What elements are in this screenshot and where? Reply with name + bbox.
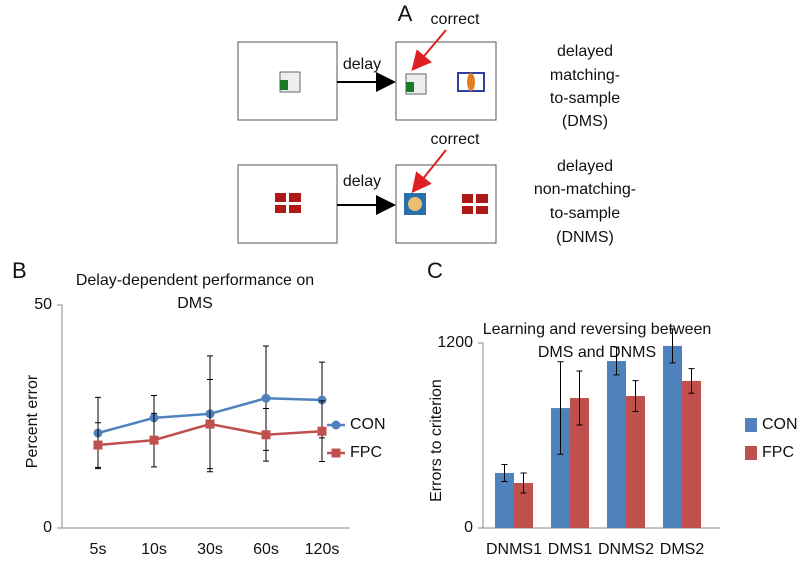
arrow-label: delay	[343, 56, 381, 73]
description: to-sample	[550, 90, 620, 107]
x-tick-label: 120s	[305, 541, 340, 558]
panel-label: C	[427, 258, 443, 283]
point	[205, 419, 215, 429]
y-axis-label: Errors to criterion	[428, 379, 445, 502]
y-tick-label: 1200	[437, 334, 473, 351]
legend-label: FPC	[350, 444, 382, 461]
x-tick-label: DNMS2	[598, 541, 654, 558]
x-tick-label: 5s	[90, 541, 107, 558]
bar	[495, 472, 514, 528]
panel-label: B	[12, 258, 27, 283]
description: delayed	[557, 43, 613, 60]
legend-marker	[331, 448, 341, 458]
error-bar	[632, 380, 639, 412]
arrow-label: delay	[343, 173, 381, 190]
bar	[663, 345, 682, 528]
bar	[626, 396, 645, 528]
description: matching-	[550, 67, 620, 84]
point	[261, 430, 271, 440]
description: delayed	[557, 158, 613, 175]
legend-label: CON	[762, 416, 798, 433]
error-bar	[557, 361, 564, 455]
bar	[682, 380, 701, 528]
point	[317, 395, 327, 405]
error-bar	[688, 368, 695, 394]
pointer-label: correct	[431, 131, 480, 148]
y-axis-label: Percent error	[24, 374, 41, 468]
error-bar	[501, 463, 508, 482]
legend-swatch	[745, 446, 757, 460]
x-tick-label: DMS2	[660, 541, 705, 558]
point	[261, 393, 271, 403]
pointer-label: correct	[431, 11, 480, 28]
description: (DMS)	[562, 113, 608, 130]
diagram-row: delay correct delayed non-matching- to-s…	[237, 131, 636, 246]
x-tick-label: 10s	[141, 541, 167, 558]
description: to-sample	[550, 205, 620, 222]
legend-marker	[331, 420, 341, 430]
chart-title: Learning and reversing between DMS and DN…	[483, 321, 712, 361]
description: non-matching-	[534, 181, 636, 198]
diagram-row: delay correct delayed matching- to-sampl…	[237, 11, 620, 130]
bar	[607, 361, 626, 528]
x-tick-label: 30s	[197, 541, 223, 558]
error-bar	[613, 346, 620, 376]
legend-swatch	[745, 418, 757, 432]
description: (DNMS)	[556, 229, 614, 246]
y-tick-label: 0	[464, 519, 473, 536]
y-tick-label: 0	[43, 519, 52, 536]
error-bar	[576, 370, 583, 426]
error-bar	[669, 328, 676, 364]
bar	[570, 398, 589, 528]
x-tick-label: DNMS1	[486, 541, 542, 558]
point	[93, 440, 103, 450]
bar	[551, 408, 570, 528]
legend-label: CON	[350, 416, 386, 433]
x-tick-label: DMS1	[548, 541, 593, 558]
bar	[514, 482, 533, 528]
chart-title: Delay-dependent performance on DMS	[76, 272, 314, 312]
point	[317, 426, 327, 436]
legend-label: FPC	[762, 444, 794, 461]
point	[149, 435, 159, 445]
y-tick-label: 50	[34, 296, 52, 313]
error-bar	[520, 472, 527, 494]
x-tick-label: 60s	[253, 541, 279, 558]
panel-label: A	[398, 1, 413, 26]
